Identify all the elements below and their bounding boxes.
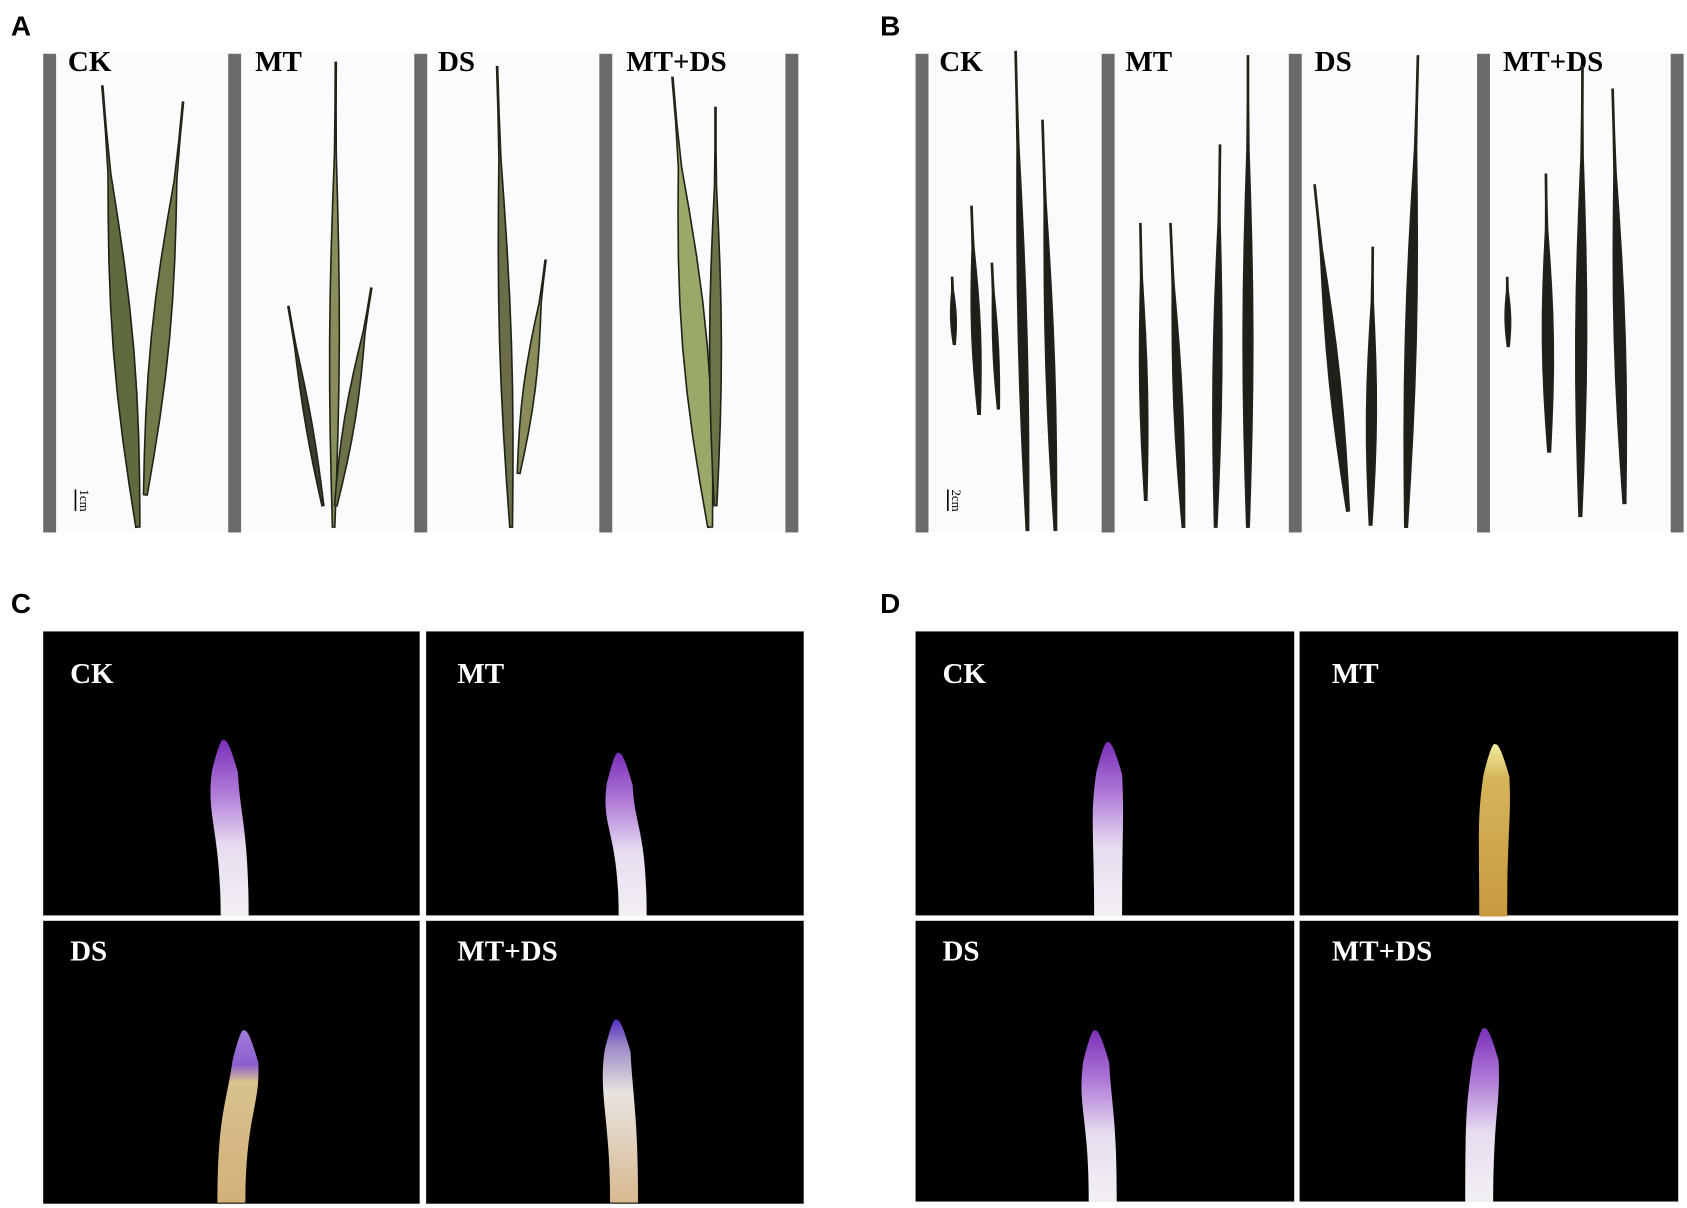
leaf <box>495 65 514 528</box>
treatment-label: DS <box>70 936 107 968</box>
leaf <box>1611 88 1628 505</box>
leaf <box>1242 55 1254 528</box>
divider-bar <box>915 53 929 533</box>
coleoptile <box>602 1019 639 1203</box>
leaf <box>990 262 1001 410</box>
treatment-label: MT <box>1332 658 1379 690</box>
treatment-label: DS <box>1315 46 1352 78</box>
leaf <box>949 276 958 346</box>
divider-bar <box>43 53 57 533</box>
coleoptile <box>1478 743 1510 917</box>
leaf <box>1138 222 1149 502</box>
coleoptile <box>1092 741 1124 917</box>
leaf <box>1365 246 1378 526</box>
coleoptile <box>1081 1030 1117 1202</box>
treatment-label: CK <box>68 46 112 78</box>
treatment-label: MT+DS <box>626 46 726 78</box>
leaf <box>516 259 547 475</box>
treatment-label: CK <box>70 658 114 690</box>
leaf <box>970 205 982 416</box>
coleoptile <box>217 1030 259 1203</box>
treatment-label: DS <box>942 936 979 968</box>
divider-bar <box>414 53 428 533</box>
treatment-label: MT <box>457 658 504 690</box>
leaf <box>708 106 723 507</box>
leaf <box>1169 222 1186 528</box>
treatment-label: MT <box>255 46 302 78</box>
leaf <box>1504 276 1512 348</box>
leaf <box>142 101 185 496</box>
panel-letter: B <box>880 10 900 41</box>
leaf <box>1212 144 1223 528</box>
leaf <box>333 287 373 507</box>
treatment-label: MT+DS <box>1332 936 1432 968</box>
divider-bar <box>599 53 613 533</box>
divider-bar <box>785 53 799 533</box>
treatment-label: DS <box>438 46 475 78</box>
leaf <box>1403 55 1420 528</box>
leaf <box>328 61 341 528</box>
treatment-label: MT+DS <box>1503 46 1603 78</box>
leaf <box>100 85 141 529</box>
panel-letter: C <box>11 588 31 619</box>
divider-bar <box>1101 53 1115 533</box>
divider-bar <box>1288 53 1302 533</box>
divider-bar <box>228 53 242 533</box>
panel-letter: D <box>880 588 900 619</box>
treatment-label: MT <box>1125 46 1172 78</box>
panel-letter: A <box>11 10 31 41</box>
leaf <box>1575 65 1588 518</box>
coleoptile <box>605 752 647 917</box>
scale-bar-label: 2cm <box>949 489 963 511</box>
leaf <box>1014 50 1030 532</box>
leaf <box>671 76 714 529</box>
leaf <box>286 305 325 507</box>
scale-bar-label: 1cm <box>77 489 91 511</box>
coleoptile <box>1465 1027 1499 1202</box>
coleoptile <box>210 739 249 917</box>
leaf <box>1313 184 1351 512</box>
leaf <box>1041 119 1058 532</box>
divider-bar <box>1477 53 1490 533</box>
treatment-label: MT+DS <box>457 936 557 968</box>
divider-bar <box>1670 53 1684 533</box>
treatment-label: CK <box>939 46 983 78</box>
treatment-label: CK <box>942 658 986 690</box>
leaf <box>1541 173 1555 453</box>
